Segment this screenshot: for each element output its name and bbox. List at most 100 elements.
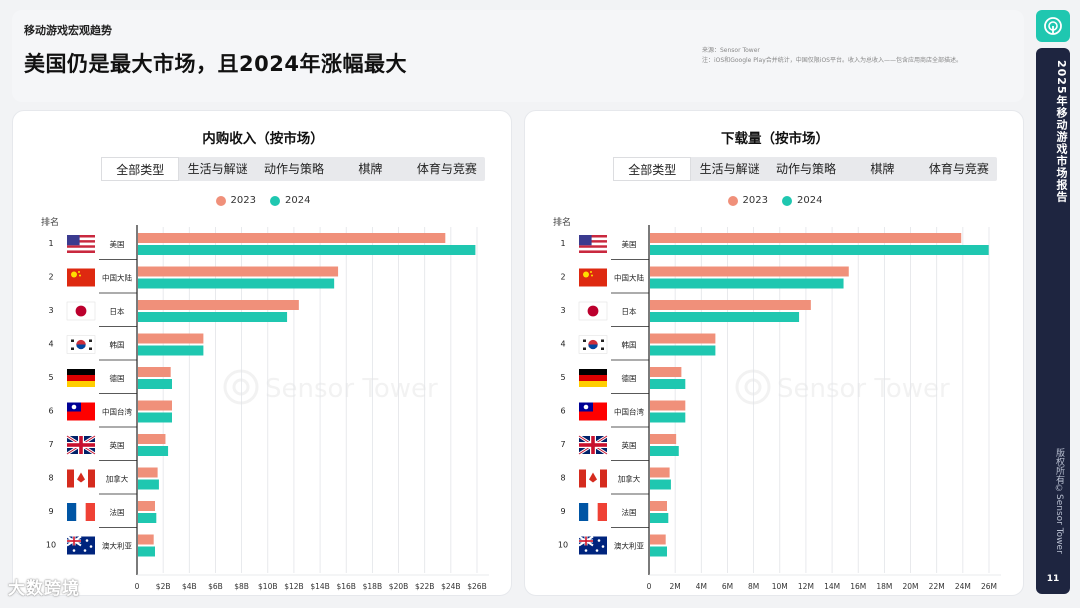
bar-2024 <box>650 278 844 289</box>
legend-dot-2023 <box>215 195 226 206</box>
market-label: 中国台湾 <box>614 407 644 417</box>
bar-2023 <box>138 534 154 545</box>
rank-label: 7 <box>560 440 565 449</box>
bar-2024 <box>138 312 288 322</box>
x-tick-label: 14M <box>824 582 840 591</box>
market-label: 加拿大 <box>618 474 641 484</box>
sensor-tower-logo-icon <box>1036 10 1070 42</box>
revenue-panel: 内购收入（按市场） 全部类型 生活与解谜 动作与策略 棋牌 体育与竞赛 2023… <box>12 110 512 596</box>
tab-all[interactable]: 全部类型 <box>101 157 180 181</box>
legend-2024: 2024 <box>782 195 822 206</box>
tab-puzzle[interactable]: 生活与解谜 <box>187 162 248 176</box>
flag-kr-icon <box>66 335 96 354</box>
x-tick-label: $14B <box>310 582 329 591</box>
rank-label: 1 <box>560 239 565 248</box>
copyright: 版权所有©Sensor Tower <box>1054 448 1064 554</box>
report-title: 2025年移动游戏市场报告 <box>1055 60 1068 203</box>
flag-de-icon <box>67 369 95 387</box>
rank-label: 10 <box>558 541 568 550</box>
flag-kr-icon <box>578 335 608 354</box>
legend-2024: 2024 <box>270 195 310 206</box>
tab-action[interactable]: 动作与策略 <box>264 162 325 176</box>
legend-dot-2024 <box>782 195 792 206</box>
rank-label: 3 <box>48 306 53 315</box>
bar-2023 <box>650 434 677 444</box>
bar-2023 <box>650 300 811 310</box>
bar-2023 <box>650 233 962 243</box>
flag-cn-icon <box>579 268 607 287</box>
x-tick-label: $18B <box>363 582 382 591</box>
tab-sports[interactable]: 体育与竞赛 <box>416 162 477 176</box>
rank-label: 5 <box>48 373 53 382</box>
legend-label: 2023 <box>230 195 256 206</box>
genre-tabs: 全部类型 生活与解谜 动作与策略 棋牌 体育与竞赛 <box>613 157 997 181</box>
rank-label: 3 <box>560 306 565 315</box>
legend: 2023 2024 <box>525 195 1025 206</box>
bar-2023 <box>650 333 716 344</box>
downloads-panel: 下载量（按市场） 全部类型 生活与解谜 动作与策略 棋牌 体育与竞赛 2023 … <box>524 110 1024 596</box>
x-tick-label: $22B <box>415 582 434 591</box>
tab-sports[interactable]: 体育与竞赛 <box>928 162 989 176</box>
x-tick-label: $4B <box>182 582 197 591</box>
rank-label: 9 <box>48 507 53 516</box>
x-tick-label: $26B <box>467 582 486 591</box>
bar-2024 <box>650 245 989 255</box>
x-tick-label: 12M <box>798 582 814 591</box>
bar-2023 <box>138 333 204 344</box>
x-tick-label: $12B <box>284 582 303 591</box>
tab-puzzle[interactable]: 生活与解谜 <box>699 162 760 176</box>
market-label: 美国 <box>110 239 125 249</box>
flag-tw-icon <box>67 402 95 421</box>
note-line: 注：iOS和Google Play合并统计，中国仅限iOS平台。收入为总收入——… <box>702 57 962 64</box>
flag-us-icon <box>67 235 95 253</box>
flag-tw-icon <box>579 402 607 421</box>
tab-casino[interactable]: 棋牌 <box>358 162 383 176</box>
flag-au-icon <box>66 535 95 555</box>
market-label: 中国大陆 <box>614 273 644 283</box>
x-tick-label: 8M <box>748 582 759 591</box>
x-tick-label: $20B <box>389 582 408 591</box>
rank-label: 10 <box>46 541 56 550</box>
market-label: 英国 <box>110 440 125 450</box>
market-label: 澳大利亚 <box>102 541 132 551</box>
rank-label: 4 <box>560 340 565 349</box>
market-label: 韩国 <box>110 340 125 350</box>
tab-casino[interactable]: 棋牌 <box>870 162 895 176</box>
x-tick-label: 16M <box>850 582 866 591</box>
bar-2024 <box>138 479 159 490</box>
bar-2023 <box>138 400 172 411</box>
x-tick-label: 10M <box>772 582 788 591</box>
watermark-text: Sensor Tower <box>265 374 438 404</box>
bar-2024 <box>650 379 686 389</box>
x-tick-label: $8B <box>234 582 249 591</box>
legend-label: 2023 <box>742 195 768 206</box>
bar-2024 <box>138 412 172 423</box>
market-label: 法国 <box>110 507 125 517</box>
watermark-logo: 大数跨境 <box>8 579 80 599</box>
page-title: 美国仍是最大市场，且2024年涨幅最大 <box>24 52 407 76</box>
bar-2024 <box>650 546 667 557</box>
bar-2024 <box>650 479 671 490</box>
x-tick-label: 2M <box>670 582 681 591</box>
genre-tabs: 全部类型 生活与解谜 动作与策略 棋牌 体育与竞赛 <box>101 157 485 181</box>
market-label: 法国 <box>622 507 637 517</box>
watermark-text: Sensor Tower <box>777 374 950 404</box>
market-label: 美国 <box>622 239 637 249</box>
rank-label: 2 <box>560 273 565 282</box>
bar-2023 <box>138 233 446 243</box>
tab-action[interactable]: 动作与策略 <box>776 162 837 176</box>
flag-fr-icon <box>579 503 607 521</box>
rank-header: 排名 <box>41 216 59 228</box>
watermark-ring-icon <box>735 369 771 405</box>
x-tick-label: 26M <box>981 582 997 591</box>
tab-all[interactable]: 全部类型 <box>613 157 692 181</box>
legend-label: 2024 <box>285 195 311 206</box>
rank-label: 5 <box>560 373 565 382</box>
bar-2024 <box>138 513 157 523</box>
bar-2023 <box>650 467 670 478</box>
flag-us-icon <box>579 235 607 253</box>
bar-2024 <box>650 312 800 322</box>
sensor-tower-watermark: Sensor Tower <box>223 369 438 405</box>
bar-2023 <box>138 266 339 277</box>
